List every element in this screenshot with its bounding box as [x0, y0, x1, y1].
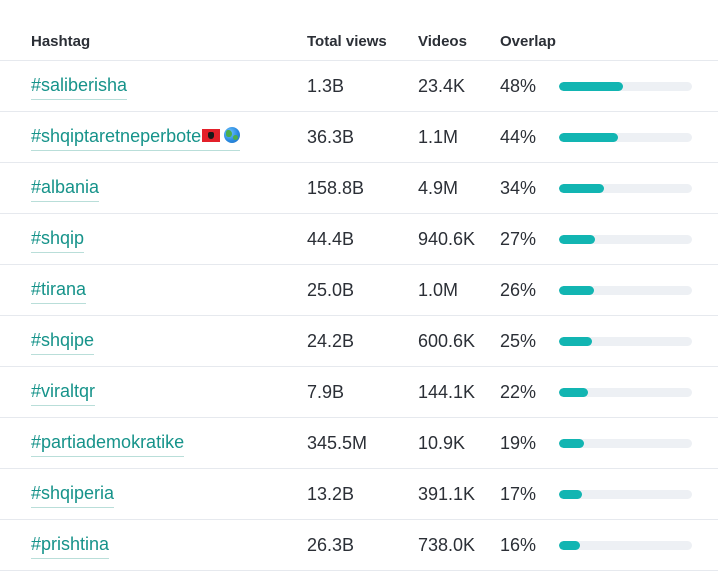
table-row: #shqiperia 13.2B 391.1K 17% [0, 469, 718, 520]
hashtag-cell: #viraltqr [31, 367, 96, 417]
overlap-bar-fill [559, 490, 582, 499]
videos-cell: 4.9M [418, 178, 459, 198]
header-videos[interactable]: Videos [418, 33, 467, 50]
hashtag-link[interactable]: #shqip [31, 227, 85, 253]
hashtag-cell: #saliberisha [31, 61, 128, 111]
overlap-bar-track [559, 82, 692, 91]
overlap-bar-track [559, 337, 692, 346]
total-views-cell: 24.2B [307, 331, 355, 351]
total-views-cell: 7.9B [307, 382, 345, 402]
hashtag-text: #viraltqr [31, 380, 96, 401]
hashtag-text: #saliberisha [31, 74, 128, 95]
table-row: #partiademokratike 345.5M 10.9K 19% [0, 418, 718, 469]
overlap-bar-fill [559, 82, 623, 91]
overlap-bar-fill [559, 337, 593, 346]
hashtag-cell: #shqiperia [31, 469, 115, 519]
hashtag-cell: #albania [31, 163, 100, 213]
hashtag-cell: #tirana [31, 265, 87, 315]
videos-cell: 1.0M [418, 280, 459, 300]
overlap-bar-track [559, 439, 692, 448]
hashtag-cell: #shqiptaretneperbote [31, 112, 241, 162]
table-header: Hashtag Total views Videos Overlap [0, 0, 718, 61]
total-views-cell: 1.3B [307, 76, 345, 96]
hashtag-link[interactable]: #shqipe [31, 329, 95, 355]
total-views-cell: 26.3B [307, 535, 355, 555]
overlap-bar-track [559, 388, 692, 397]
hashtag-link[interactable]: #viraltqr [31, 380, 96, 406]
header-total-views[interactable]: Total views [307, 33, 387, 50]
overlap-percent: 44% [500, 127, 537, 147]
videos-cell: 144.1K [418, 382, 476, 402]
hashtag-link[interactable]: #partiademokratike [31, 431, 185, 457]
overlap-bar-track [559, 286, 692, 295]
hashtag-text: #shqiperia [31, 482, 115, 503]
overlap-bar-track [559, 541, 692, 550]
hashtag-text: #prishtina [31, 533, 110, 554]
globe-icon [224, 127, 241, 144]
overlap-percent: 22% [500, 382, 537, 402]
hashtag-link[interactable]: #shqiperia [31, 482, 115, 508]
total-views-cell: 13.2B [307, 484, 355, 504]
videos-cell: 23.4K [418, 76, 466, 96]
overlap-percent: 48% [500, 76, 537, 96]
table-row: #prishtina 26.3B 738.0K 16% [0, 520, 718, 571]
overlap-bar-fill [559, 184, 605, 193]
overlap-bar-track [559, 490, 692, 499]
table-row: #shqip 44.4B 940.6K 27% [0, 214, 718, 265]
header-overlap[interactable]: Overlap [500, 33, 556, 50]
hashtag-link[interactable]: #saliberisha [31, 74, 128, 100]
videos-cell: 600.6K [418, 331, 476, 351]
overlap-percent: 17% [500, 484, 537, 504]
overlap-bar-track [559, 133, 692, 142]
overlap-percent: 25% [500, 331, 537, 351]
hashtag-cell: #partiademokratike [31, 418, 185, 468]
overlap-bar-track [559, 235, 692, 244]
videos-cell: 1.1M [418, 127, 459, 147]
total-views-cell: 345.5M [307, 433, 368, 453]
overlap-bar-fill [559, 439, 585, 448]
table-row: #albania 158.8B 4.9M 34% [0, 163, 718, 214]
overlap-percent: 19% [500, 433, 537, 453]
overlap-bar-fill [559, 388, 589, 397]
overlap-bar-fill [559, 133, 618, 142]
hashtag-text: #partiademokratike [31, 431, 185, 452]
table-row: #shqipe 24.2B 600.6K 25% [0, 316, 718, 367]
hashtag-link[interactable]: #albania [31, 176, 100, 202]
hashtag-link[interactable]: #prishtina [31, 533, 110, 559]
hashtag-text: #albania [31, 176, 100, 197]
hashtag-link[interactable]: #shqiptaretneperbote [31, 125, 241, 151]
overlap-percent: 34% [500, 178, 537, 198]
hashtag-text: #shqiptaretneperbote [31, 125, 202, 146]
overlap-bar-fill [559, 286, 594, 295]
hashtag-text: #tirana [31, 278, 87, 299]
hashtag-cell: #shqipe [31, 316, 95, 366]
hashtag-text: #shqip [31, 227, 85, 248]
total-views-cell: 44.4B [307, 229, 355, 249]
table-row: #shqiptaretneperbote 36.3B 1.1M 44% [0, 112, 718, 163]
videos-cell: 940.6K [418, 229, 476, 249]
table-row: #viraltqr 7.9B 144.1K 22% [0, 367, 718, 418]
overlap-percent: 26% [500, 280, 537, 300]
hashtag-cell: #prishtina [31, 520, 110, 570]
hashtag-text: #shqipe [31, 329, 95, 350]
total-views-cell: 25.0B [307, 280, 355, 300]
videos-cell: 391.1K [418, 484, 476, 504]
overlap-percent: 27% [500, 229, 537, 249]
hashtag-cell: #shqip [31, 214, 85, 264]
header-hashtag[interactable]: Hashtag [31, 33, 91, 50]
total-views-cell: 158.8B [307, 178, 365, 198]
total-views-cell: 36.3B [307, 127, 355, 147]
videos-cell: 10.9K [418, 433, 466, 453]
videos-cell: 738.0K [418, 535, 476, 555]
overlap-bar-fill [559, 235, 595, 244]
table-row: #tirana 25.0B 1.0M 26% [0, 265, 718, 316]
table-row: #saliberisha 1.3B 23.4K 48% [0, 61, 718, 112]
overlap-bar-track [559, 184, 692, 193]
table-body: #saliberisha 1.3B 23.4K 48% #shqiptaretneper… [0, 61, 718, 571]
hashtag-link[interactable]: #tirana [31, 278, 87, 304]
overlap-bar-fill [559, 541, 581, 550]
albania-flag-icon [202, 128, 221, 142]
overlap-percent: 16% [500, 535, 537, 555]
